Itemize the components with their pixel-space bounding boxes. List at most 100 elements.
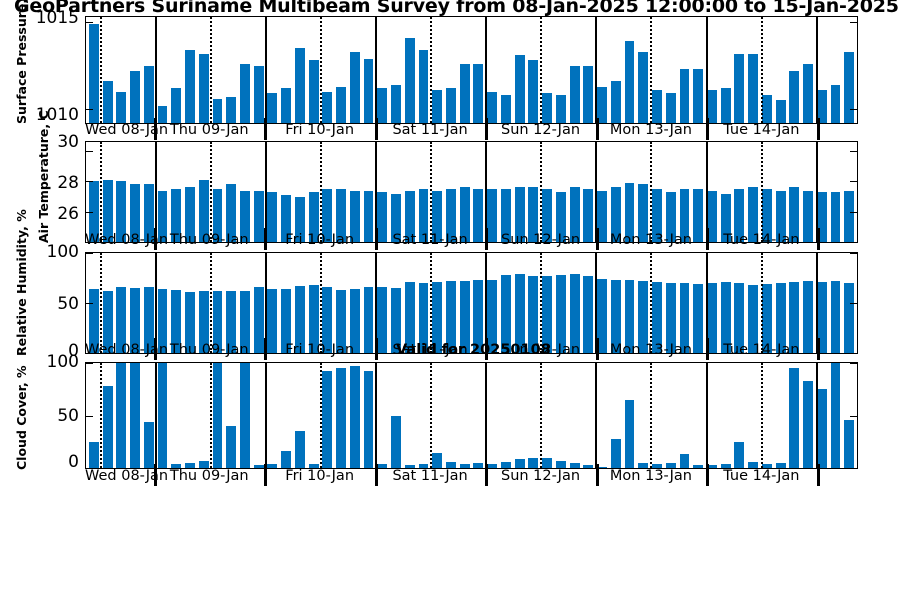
bar-slot bbox=[183, 142, 197, 242]
bar bbox=[240, 63, 250, 123]
bar-slot bbox=[472, 363, 486, 468]
bar bbox=[652, 282, 662, 353]
bar-slot bbox=[293, 363, 307, 468]
bar-slot bbox=[527, 142, 541, 242]
bar-slot bbox=[664, 253, 678, 353]
bar bbox=[816, 89, 827, 123]
bar bbox=[693, 464, 704, 468]
bar bbox=[816, 282, 827, 353]
day-boundary-line bbox=[595, 253, 598, 353]
bar bbox=[226, 184, 237, 242]
bar-slot bbox=[746, 142, 760, 242]
bar bbox=[816, 192, 827, 242]
day-boundary-line bbox=[154, 17, 157, 123]
day-boundary-line bbox=[264, 17, 267, 123]
day-boundary-line bbox=[705, 253, 708, 353]
bars-cloud-cover bbox=[86, 363, 857, 468]
xaxis-day-separator bbox=[264, 464, 268, 486]
midday-gridline bbox=[540, 253, 543, 353]
bar bbox=[610, 438, 621, 468]
xaxis-day-label: Fri 10-Jan bbox=[285, 468, 355, 484]
y-tick-mark bbox=[86, 151, 93, 153]
bar-slot bbox=[485, 363, 499, 468]
bar-slot bbox=[554, 17, 568, 123]
bar bbox=[514, 187, 525, 242]
bar bbox=[294, 431, 305, 468]
bar-slot bbox=[678, 142, 692, 242]
bar bbox=[240, 363, 250, 468]
bar bbox=[803, 190, 813, 242]
bar-slot bbox=[156, 142, 170, 242]
bar bbox=[349, 190, 360, 242]
bar-slot bbox=[279, 253, 293, 353]
bar bbox=[391, 288, 401, 353]
xaxis-day-label: Mon 13-Jan bbox=[609, 122, 692, 138]
bar bbox=[844, 283, 855, 353]
midday-gridline bbox=[99, 142, 102, 242]
xaxis-day-label: Fri 10-Jan bbox=[285, 122, 355, 138]
bar bbox=[597, 279, 607, 353]
bar-slot bbox=[320, 142, 334, 242]
bar-slot bbox=[636, 142, 650, 242]
bar bbox=[803, 281, 813, 353]
bar-slot bbox=[252, 363, 266, 468]
bar bbox=[761, 463, 772, 468]
day-boundary-line bbox=[375, 363, 378, 468]
bar bbox=[88, 181, 99, 242]
bar-slot bbox=[417, 17, 431, 123]
bar-slot bbox=[540, 17, 554, 123]
bar bbox=[528, 187, 539, 242]
y-tick-mark bbox=[850, 181, 857, 183]
bar bbox=[844, 419, 855, 468]
bar-slot bbox=[664, 363, 678, 468]
midday-gridline bbox=[760, 363, 763, 468]
bar bbox=[130, 184, 140, 242]
bar-slot bbox=[197, 363, 211, 468]
bar bbox=[391, 193, 401, 242]
bar bbox=[693, 284, 704, 353]
bar bbox=[487, 91, 498, 123]
bar bbox=[404, 282, 415, 353]
bar bbox=[679, 188, 690, 242]
xaxis-day-separator bbox=[595, 118, 599, 140]
day-boundary-line bbox=[705, 142, 708, 242]
bar bbox=[143, 65, 154, 123]
bar bbox=[404, 190, 415, 242]
bar-slot bbox=[609, 142, 623, 242]
y-tick-mark bbox=[86, 363, 93, 364]
bar bbox=[322, 91, 333, 123]
plot-area-cloud-cover bbox=[85, 362, 858, 469]
midday-gridline bbox=[760, 253, 763, 353]
bar-slot bbox=[320, 363, 334, 468]
bar-slot bbox=[252, 142, 266, 242]
bar-slot bbox=[554, 253, 568, 353]
bar bbox=[473, 63, 484, 123]
bar-slot bbox=[623, 253, 637, 353]
bar bbox=[212, 291, 223, 353]
bar bbox=[130, 363, 140, 468]
xaxis-day-label: Fri 10-Jan bbox=[285, 232, 355, 248]
bar-slot bbox=[389, 253, 403, 353]
bar bbox=[665, 192, 676, 242]
bar bbox=[624, 280, 635, 353]
bar bbox=[322, 371, 333, 468]
day-boundary-line bbox=[815, 253, 818, 353]
bar bbox=[143, 184, 154, 242]
bar-slot bbox=[774, 142, 788, 242]
bar-slot bbox=[252, 253, 266, 353]
midday-gridline bbox=[430, 142, 433, 242]
bar bbox=[102, 179, 113, 242]
bar bbox=[432, 453, 443, 468]
xaxis-day-label: Thu 09-Jan bbox=[169, 468, 249, 484]
bar-slot bbox=[472, 253, 486, 353]
bar bbox=[446, 88, 456, 123]
bar-slot bbox=[829, 17, 843, 123]
xaxis-day-label: Sun 12-Jan bbox=[500, 122, 581, 138]
bar bbox=[349, 51, 360, 123]
bar-slot bbox=[334, 17, 348, 123]
bar bbox=[322, 287, 333, 353]
bar-slot bbox=[609, 253, 623, 353]
bar bbox=[514, 274, 525, 353]
day-boundary-line bbox=[154, 253, 157, 353]
midday-gridline bbox=[209, 253, 212, 353]
